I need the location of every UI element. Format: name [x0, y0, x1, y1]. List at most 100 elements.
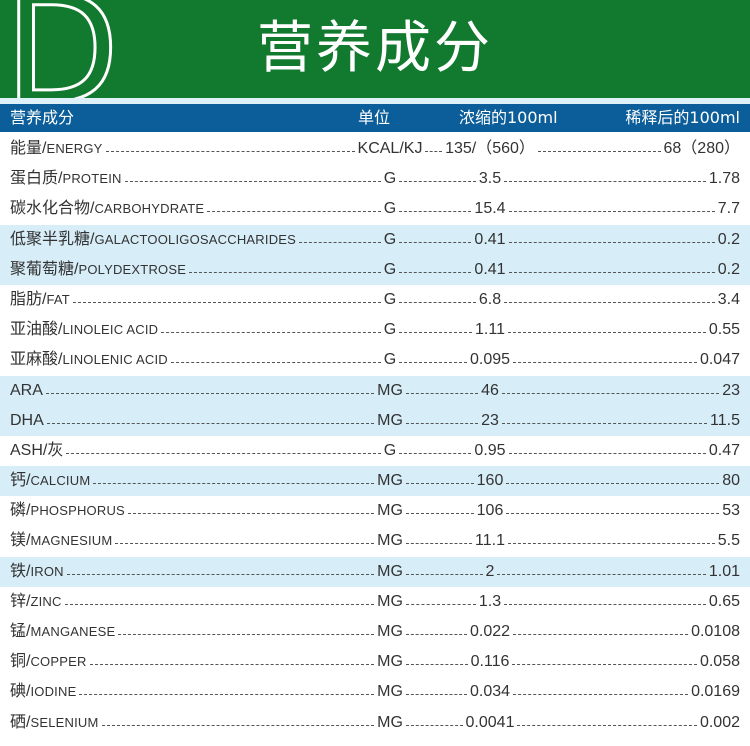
leader-dashes — [508, 211, 715, 213]
table-row: 聚葡萄糖/POLYDEXTROSE G 0.41 0.2 — [0, 254, 750, 285]
leader-dashes — [501, 392, 720, 394]
leader-dashes — [506, 513, 720, 515]
nutrient-name-en: SELENIUM — [30, 714, 99, 730]
table-row: 钙/CALCIUM MG 160 80 — [0, 466, 750, 497]
header-unit: 单位 — [358, 108, 391, 127]
nutrient-name-en: LINOLEIC ACID — [62, 322, 159, 338]
diluted-value: 0.002 — [699, 713, 740, 731]
nutrient-name: 铜/COPPER — [10, 647, 87, 677]
unit-value: G — [383, 260, 397, 278]
table-row: 碳水化合物/CARBOHYDRATE G 15.4 7.7 — [0, 194, 750, 224]
nutrient-name-en: PROTEIN — [62, 171, 122, 187]
leader-dashes — [128, 513, 375, 515]
diluted-value: 0.2 — [717, 260, 740, 278]
unit-value: G — [383, 441, 397, 459]
product-stage-letter: D — [3, 0, 122, 98]
diluted-value: 68（280） — [663, 140, 741, 157]
nutrient-name: 能量/ENERGY — [10, 134, 103, 164]
leader-dashes — [405, 422, 479, 424]
diluted-value: 1.01 — [708, 562, 740, 580]
nutrient-name-cn: 锌/ — [10, 592, 31, 610]
leader-dashes — [512, 664, 697, 666]
unit-value: MG — [377, 623, 403, 640]
concentrated-value: 0.41 — [474, 260, 506, 278]
nutrient-name-en: ENERGY — [46, 141, 103, 156]
title-banner: D 营养成分 — [0, 0, 750, 98]
nutrient-name: 铁/IRON — [10, 557, 64, 587]
nutrient-name-en: IRON — [30, 563, 64, 579]
concentrated-value: 6.8 — [478, 290, 502, 308]
leader-dashes — [508, 271, 715, 273]
unit-value: MG — [377, 502, 403, 520]
diluted-value: 0.2 — [717, 230, 740, 248]
nutrient-name-cn: 硒/ — [10, 713, 31, 731]
table-header: 营养成分 单位 浓缩的100ml 稀释后的100ml — [0, 104, 750, 132]
concentrated-value: 0.41 — [474, 230, 506, 248]
diluted-value: 5.5 — [717, 532, 740, 550]
leader-dashes — [90, 664, 375, 666]
concentrated-value: 15.4 — [474, 200, 506, 218]
header-name: 营养成分 — [10, 108, 75, 127]
leader-dashes — [517, 724, 697, 726]
nutrient-name-cn: DHA — [10, 411, 44, 429]
nutrient-name-en: PHOSPHORUS — [30, 503, 125, 519]
unit-value: MG — [377, 683, 403, 701]
unit-value: MG — [377, 562, 403, 580]
diluted-value: 0.47 — [708, 441, 740, 459]
concentrated-value: 0.0041 — [465, 713, 515, 731]
table-row: 亚麻酸/LINOLENIC ACID G 0.095 0.047 — [0, 345, 750, 375]
nutrient-name-cn: ASH/灰 — [10, 441, 64, 459]
nutrient-name-cn: 钙/ — [10, 472, 31, 490]
diluted-value: 0.65 — [708, 592, 740, 610]
nutrient-name: 碘/IODINE — [10, 677, 76, 707]
diluted-value: 7.7 — [717, 200, 740, 218]
concentrated-value: 135/（560） — [445, 140, 535, 157]
diluted-value: 0.0169 — [691, 683, 740, 701]
leader-dashes — [508, 241, 715, 243]
leader-dashes — [399, 271, 472, 273]
diluted-value: 0.0108 — [691, 623, 740, 640]
leader-dashes — [504, 301, 715, 303]
leader-dashes — [405, 513, 474, 515]
nutrient-name-en: MANGANESE — [30, 624, 116, 639]
leader-dashes — [399, 301, 476, 303]
unit-value: MG — [377, 713, 403, 731]
table-row: 硒/SELENIUM MG 0.0041 0.002 — [0, 708, 750, 738]
nutrient-name-cn: 能量/ — [10, 140, 47, 157]
nutrient-name-en: MAGNESIUM — [30, 533, 113, 549]
leader-dashes — [507, 332, 706, 334]
table-row: 铁/IRON MG 2 1.01 — [0, 556, 750, 587]
nutrient-name-cn: 铜/ — [10, 653, 31, 671]
concentrated-value: 11.1 — [475, 532, 505, 550]
table-row: 锰/MANGANESE MG 0.022 0.0108 — [0, 617, 750, 647]
leader-dashes — [299, 241, 381, 243]
nutrient-name: 磷/PHOSPHORUS — [10, 496, 125, 526]
nutrient-name-cn: 碳水化合物/ — [10, 200, 95, 218]
nutrient-name-cn: 亚油酸/ — [10, 321, 63, 339]
nutrient-name: ASH/灰 — [10, 436, 63, 466]
leader-dashes — [67, 573, 375, 575]
concentrated-value: 0.022 — [469, 623, 511, 640]
header-concentrated: 浓缩的100ml — [459, 108, 558, 127]
nutrient-name: 碳水化合物/CARBOHYDRATE — [10, 194, 204, 224]
table-row: ARA MG 46 23 — [0, 375, 750, 406]
table-row: 铜/COPPER MG 0.116 0.058 — [0, 647, 750, 677]
table-row: 低聚半乳糖/GALACTOOLIGOSACCHARIDES G 0.41 0.2 — [0, 224, 750, 255]
nutrient-name: 锰/MANGANESE — [10, 617, 115, 647]
diluted-value: 0.55 — [708, 321, 740, 339]
diluted-value: 80 — [722, 472, 740, 490]
nutrient-name-cn: 亚麻酸/ — [10, 351, 63, 369]
concentrated-value: 0.95 — [474, 441, 506, 459]
leader-dashes — [405, 634, 467, 635]
leader-dashes — [405, 483, 474, 485]
table-row: 镁/MAGNESIUM MG 11.1 5.5 — [0, 526, 750, 556]
unit-value: KCAL/KJ — [357, 140, 423, 157]
leader-dashes — [399, 181, 476, 183]
unit-value: MG — [377, 592, 403, 610]
banner-title: 营养成分 — [257, 16, 493, 81]
leader-dashes — [537, 151, 661, 152]
leader-dashes — [125, 181, 381, 183]
leader-dashes — [497, 573, 706, 575]
leader-dashes — [66, 452, 381, 454]
leader-dashes — [405, 694, 467, 696]
